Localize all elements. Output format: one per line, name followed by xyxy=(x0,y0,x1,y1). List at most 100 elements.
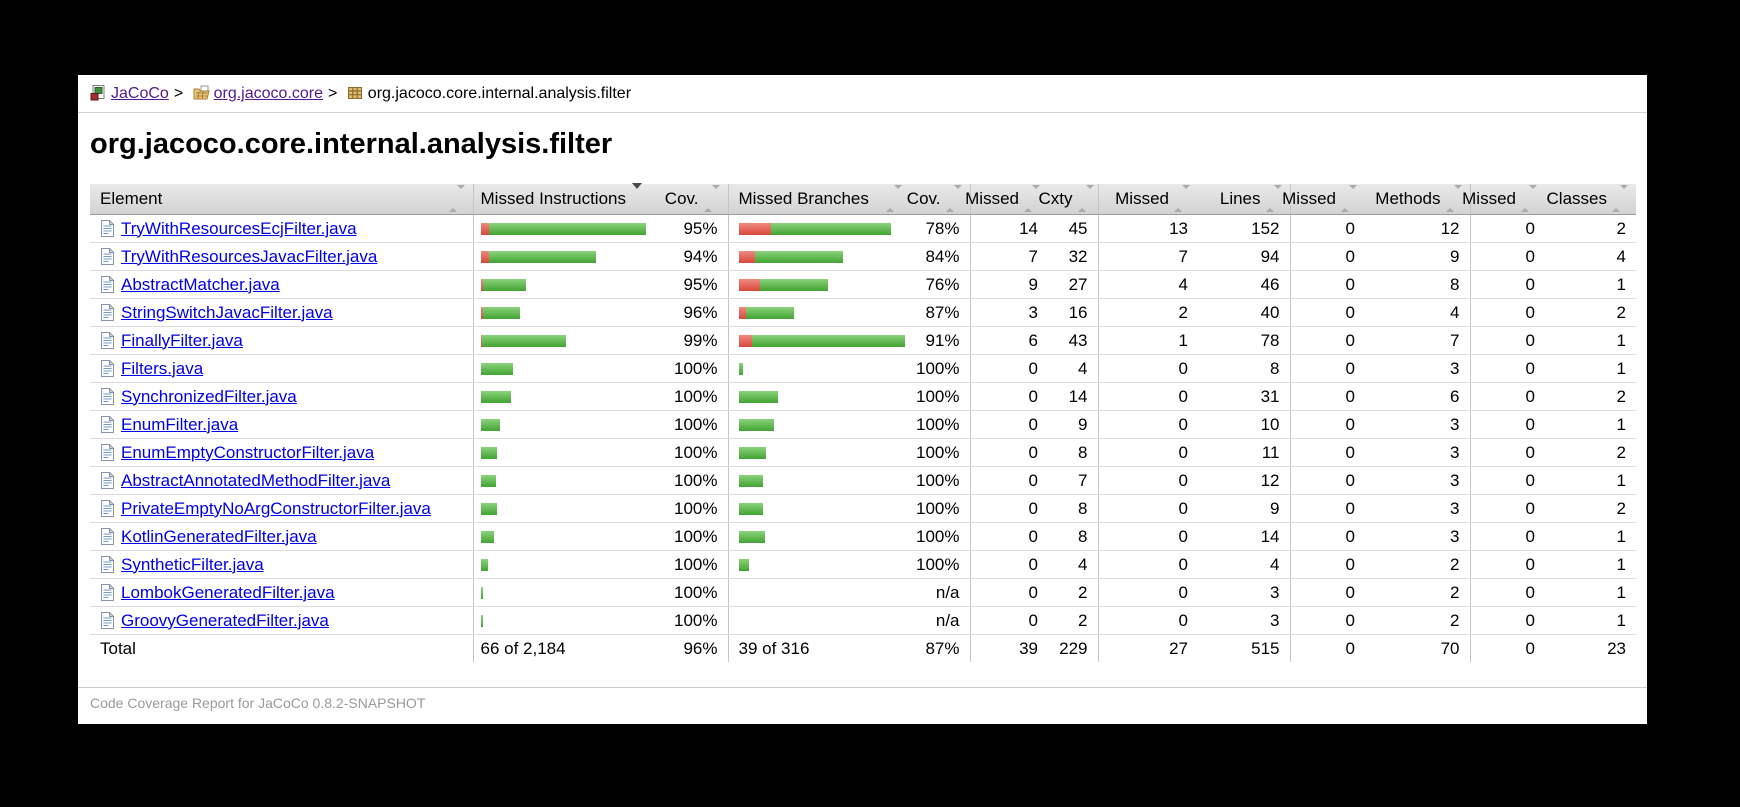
classes: 1 xyxy=(1545,270,1636,299)
instructions-bar-cell xyxy=(472,214,650,243)
branches-coverage: 78% xyxy=(910,214,970,243)
classes: 1 xyxy=(1545,410,1636,439)
column-header-cxty[interactable]: Cxty xyxy=(1039,184,1098,215)
branches-bar xyxy=(738,418,911,431)
column-header-missed-classes[interactable]: Missed xyxy=(1462,184,1545,215)
column-header-classes[interactable]: Classes xyxy=(1545,184,1636,215)
source-file-link[interactable]: AbstractMatcher.java xyxy=(121,274,280,294)
missed-methods: 0 xyxy=(1289,214,1365,243)
branches-bar-cell xyxy=(727,298,910,327)
source-file-link[interactable]: GroovyGeneratedFilter.java xyxy=(121,610,329,630)
element-cell: EnumEmptyConstructorFilter.java xyxy=(90,438,473,467)
branches-bar xyxy=(738,362,911,375)
missed-lines: 4 xyxy=(1097,270,1198,299)
missed-classes: 0 xyxy=(1469,578,1545,607)
missed-methods: 0 xyxy=(1289,578,1365,607)
element-cell: SyntheticFilter.java xyxy=(90,550,473,579)
instructions-coverage: 100% xyxy=(650,410,728,439)
source-file-link[interactable]: TryWithResourcesJavacFilter.java xyxy=(121,246,378,266)
report-icon xyxy=(90,85,107,101)
cxty: 16 xyxy=(1048,298,1098,327)
branches-coverage: 100% xyxy=(910,522,970,551)
branches-bar-cell xyxy=(727,522,910,551)
column-header-missed-lines[interactable]: Missed xyxy=(1097,184,1198,215)
branches-bar xyxy=(738,334,911,347)
source-file-link[interactable]: SyntheticFilter.java xyxy=(121,554,264,574)
instructions-bar-cell xyxy=(472,550,650,579)
coverage-table: Element Missed Instructions Cov. Missed … xyxy=(90,183,1636,662)
element-cell: Filters.java xyxy=(90,354,473,383)
breadcrumb-link-jacoco[interactable]: JaCoCo xyxy=(111,85,169,102)
column-header-missed-methods[interactable]: Missed xyxy=(1282,184,1365,215)
cxty: 4 xyxy=(1048,550,1098,579)
element-cell: PrivateEmptyNoArgConstructorFilter.java xyxy=(90,494,473,523)
source-file-icon xyxy=(100,358,115,377)
instructions-coverage: 95% xyxy=(650,214,728,243)
element-cell: KotlinGeneratedFilter.java xyxy=(90,522,473,551)
branches-coverage: 91% xyxy=(910,326,970,355)
cxty: 27 xyxy=(1048,270,1098,299)
missed-cxty: 14 xyxy=(969,214,1048,243)
classes: 4 xyxy=(1545,242,1636,271)
source-file-link[interactable]: StringSwitchJavacFilter.java xyxy=(121,302,333,322)
breadcrumb-current: org.jacoco.core.internal.analysis.filter xyxy=(367,85,632,102)
total-branches-coverage: 87% xyxy=(925,638,960,658)
missed-lines: 2 xyxy=(1097,298,1198,327)
column-header-missed-branches[interactable]: Missed Branches xyxy=(727,184,910,215)
missed-classes: 0 xyxy=(1469,382,1545,411)
total-missed-methods: 0 xyxy=(1289,634,1365,662)
missed-lines: 0 xyxy=(1097,438,1198,467)
branches-bar xyxy=(738,390,911,403)
column-header-lines[interactable]: Lines xyxy=(1198,184,1290,215)
instructions-coverage: 94% xyxy=(650,242,728,271)
branches-bar xyxy=(738,222,911,235)
methods: 4 xyxy=(1365,298,1470,327)
column-header-missed-cxty[interactable]: Missed xyxy=(965,184,1048,215)
total-lines: 515 xyxy=(1251,638,1280,658)
package-icon xyxy=(193,85,210,101)
column-header-instructions-cov[interactable]: Cov. xyxy=(650,184,728,215)
branches-bar-cell xyxy=(727,466,911,495)
column-header-branches-cov[interactable]: Cov. xyxy=(907,184,970,215)
breadcrumb-link-core[interactable]: org.jacoco.core xyxy=(213,85,323,102)
branches-coverage: 100% xyxy=(910,438,970,467)
source-file-icon xyxy=(100,302,115,321)
sort-icon xyxy=(1612,185,1628,212)
source-file-link[interactable]: FinallyFilter.java xyxy=(121,330,243,350)
instructions-coverage: 100% xyxy=(650,578,728,607)
lines: 4 xyxy=(1198,550,1290,579)
missed-methods: 0 xyxy=(1289,382,1365,411)
branches-coverage: 100% xyxy=(910,410,970,439)
source-file-icon xyxy=(100,330,115,349)
lines: 152 xyxy=(1198,214,1290,243)
table-row: GroovyGeneratedFilter.java 100% n/a 0 2 … xyxy=(90,606,1636,635)
column-header-methods[interactable]: Methods xyxy=(1365,184,1470,215)
source-file-link[interactable]: Filters.java xyxy=(121,358,204,378)
source-file-link[interactable]: PrivateEmptyNoArgConstructorFilter.java xyxy=(121,498,431,518)
missed-methods: 0 xyxy=(1289,438,1365,467)
source-file-link[interactable]: SynchronizedFilter.java xyxy=(121,386,297,406)
branches-bar xyxy=(738,474,911,487)
source-file-link[interactable]: KotlinGeneratedFilter.java xyxy=(121,526,317,546)
methods: 3 xyxy=(1365,466,1470,495)
classes: 1 xyxy=(1545,326,1636,355)
classes: 1 xyxy=(1545,606,1636,635)
table-row: Filters.java 100% 100% 0 4 0 8 0 3 0 1 xyxy=(90,354,1636,383)
branches-coverage: 87% xyxy=(910,298,970,327)
source-file-link[interactable]: EnumFilter.java xyxy=(121,414,239,434)
branches-bar-cell xyxy=(727,270,910,299)
instructions-bar xyxy=(480,530,651,543)
cxty: 4 xyxy=(1048,354,1098,383)
element-cell: StringSwitchJavacFilter.java xyxy=(90,298,473,327)
column-header-element[interactable]: Element xyxy=(90,184,473,215)
source-file-link[interactable]: EnumEmptyConstructorFilter.java xyxy=(121,442,375,462)
source-file-link[interactable]: TryWithResourcesEcjFilter.java xyxy=(121,218,357,238)
column-header-missed-instructions[interactable]: Missed Instructions xyxy=(472,183,650,215)
lines: 12 xyxy=(1198,466,1290,495)
missed-cxty: 0 xyxy=(969,522,1048,551)
instructions-coverage: 100% xyxy=(650,522,728,551)
lines: 8 xyxy=(1198,354,1290,383)
source-file-link[interactable]: LombokGeneratedFilter.java xyxy=(121,582,335,602)
source-file-link[interactable]: AbstractAnnotatedMethodFilter.java xyxy=(121,470,391,490)
element-cell: FinallyFilter.java xyxy=(90,326,473,355)
